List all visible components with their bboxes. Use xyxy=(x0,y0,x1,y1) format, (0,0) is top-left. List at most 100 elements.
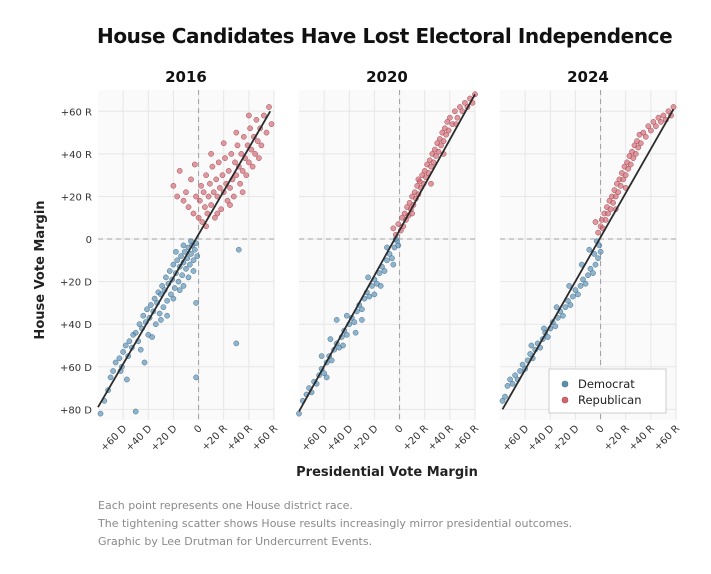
democrat-point xyxy=(141,359,148,366)
republican-point xyxy=(195,214,202,221)
democrat-point xyxy=(186,261,193,268)
republican-point xyxy=(233,129,240,136)
republican-point xyxy=(261,112,267,119)
republican-point xyxy=(240,133,247,140)
republican-point xyxy=(252,151,258,157)
democrat-point xyxy=(359,317,365,323)
democrat-point xyxy=(592,261,599,268)
democrat-point xyxy=(233,340,240,347)
democrat-point xyxy=(504,383,511,389)
republican-point xyxy=(224,197,231,204)
democrat-point xyxy=(296,410,302,417)
x-tick-label: +60 R xyxy=(451,423,481,453)
democrat-point xyxy=(512,372,518,379)
democrat-point xyxy=(175,278,182,285)
x-tick-label: 0 xyxy=(393,423,405,435)
democrat-point xyxy=(519,361,526,368)
panel-2020: +60 D+40 D+20 D 0+20 R+40 R+60 R 2020 xyxy=(296,68,481,454)
republican-point xyxy=(180,197,187,204)
democrat-point xyxy=(323,374,330,381)
republican-point xyxy=(653,123,659,130)
democrat-point xyxy=(352,329,359,336)
republican-point xyxy=(444,119,451,125)
republican-point xyxy=(234,142,241,149)
democrat-point xyxy=(376,270,383,276)
democrat-point xyxy=(173,248,179,255)
republican-point xyxy=(207,180,213,187)
democrat-point xyxy=(560,312,566,319)
republican-point xyxy=(462,99,468,106)
democrat-point xyxy=(318,353,325,359)
democrat-point xyxy=(110,368,116,374)
democrat-point xyxy=(343,312,350,319)
x-tick-label: +20 R xyxy=(200,423,230,453)
democrat-point xyxy=(178,253,184,259)
republican-point xyxy=(266,104,272,110)
democrat-point xyxy=(168,291,174,298)
republican-point xyxy=(208,202,214,208)
republican-point xyxy=(632,151,639,157)
democrat-point xyxy=(377,283,384,289)
x-tick-label: +60 D xyxy=(99,423,130,454)
republican-point xyxy=(447,114,453,121)
democrat-point xyxy=(158,317,164,323)
caption-line-1: Each point represents one House district… xyxy=(98,499,353,512)
republican-point xyxy=(630,155,637,161)
x-tick-label: +60 R xyxy=(250,423,280,453)
democrat-point xyxy=(144,306,150,313)
fit-line xyxy=(501,108,675,410)
democrat-point xyxy=(166,268,173,274)
democrat-point xyxy=(590,270,596,276)
democrat-point xyxy=(132,408,139,415)
democrat-point xyxy=(122,342,129,349)
republican-point xyxy=(443,131,449,138)
x-tick-label: +40 D xyxy=(124,423,155,454)
democrat-point xyxy=(120,349,126,355)
republican-point xyxy=(228,151,235,157)
democrat-point xyxy=(509,380,516,387)
republican-point xyxy=(212,214,218,221)
republican-point xyxy=(615,189,622,196)
x-tick-label: +60 R xyxy=(652,423,682,453)
x-tick-label: +20 D xyxy=(350,423,381,454)
republican-point xyxy=(650,119,657,125)
republican-point xyxy=(617,182,624,189)
democrat-point xyxy=(381,268,388,274)
democrat-point xyxy=(137,346,144,353)
x-tick-label: +40 R xyxy=(225,423,255,453)
republican-point xyxy=(430,159,437,166)
x-tick-label: 0 xyxy=(192,423,204,435)
democrat-point xyxy=(328,357,335,364)
republican-point xyxy=(268,121,275,127)
democrat-point xyxy=(502,393,508,400)
democrat-point xyxy=(190,257,197,264)
democrat-point xyxy=(390,261,397,268)
x-tick-label: 0 xyxy=(594,423,606,435)
panel-background xyxy=(500,90,676,420)
democrat-point xyxy=(595,255,601,262)
democrat-point xyxy=(112,359,119,366)
republican-point xyxy=(198,182,204,189)
republican-point xyxy=(435,148,442,155)
republican-point xyxy=(214,210,221,217)
republican-point xyxy=(625,165,632,172)
democrat-point xyxy=(575,291,581,298)
democrat-point xyxy=(577,283,584,289)
democrat-point xyxy=(567,302,574,308)
republican-point xyxy=(227,202,233,208)
republican-point xyxy=(454,114,461,121)
y-tick-label: +40 D xyxy=(60,320,92,331)
republican-point xyxy=(220,140,227,147)
republican-point xyxy=(247,125,253,132)
x-axis-label: Presidential Vote Margin xyxy=(296,465,478,480)
republican-point xyxy=(658,119,664,125)
republican-point xyxy=(246,159,252,166)
democrat-point xyxy=(147,302,154,308)
democrat-point xyxy=(170,261,177,268)
x-tick-label: +20 D xyxy=(551,423,582,454)
republican-point xyxy=(249,163,256,170)
democrat-point xyxy=(193,374,199,381)
democrat-point xyxy=(395,242,402,249)
fit-line xyxy=(298,93,476,412)
democrat-point xyxy=(181,248,188,255)
